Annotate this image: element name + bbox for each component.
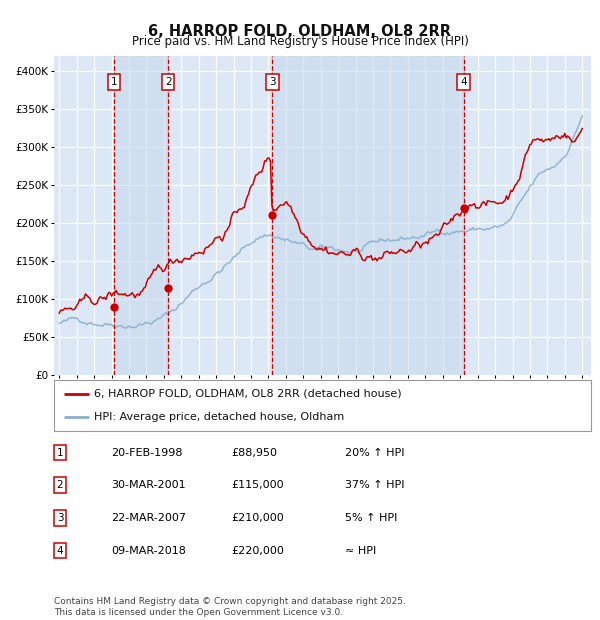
Bar (114, 56, 168, 375)
Text: 2: 2 (165, 78, 172, 87)
Text: £210,000: £210,000 (231, 513, 284, 523)
Text: 1: 1 (56, 448, 64, 458)
Text: 2: 2 (56, 480, 64, 490)
Text: 37% ↑ HPI: 37% ↑ HPI (345, 480, 404, 490)
Text: 1: 1 (110, 78, 117, 87)
Text: £220,000: £220,000 (231, 546, 284, 556)
Text: ≈ HPI: ≈ HPI (345, 546, 376, 556)
Text: 22-MAR-2007: 22-MAR-2007 (111, 513, 186, 523)
Text: 5% ↑ HPI: 5% ↑ HPI (345, 513, 397, 523)
Text: HPI: Average price, detached house, Oldham: HPI: Average price, detached house, Oldh… (94, 412, 344, 422)
Text: 3: 3 (269, 78, 275, 87)
Text: Contains HM Land Registry data © Crown copyright and database right 2025.
This d: Contains HM Land Registry data © Crown c… (54, 598, 406, 617)
Text: 4: 4 (460, 78, 467, 87)
Text: 20% ↑ HPI: 20% ↑ HPI (345, 448, 404, 458)
Text: 4: 4 (56, 546, 64, 556)
Text: 3: 3 (56, 513, 64, 523)
Text: 6, HARROP FOLD, OLDHAM, OL8 2RR (detached house): 6, HARROP FOLD, OLDHAM, OL8 2RR (detache… (94, 389, 402, 399)
Text: 30-MAR-2001: 30-MAR-2001 (111, 480, 185, 490)
Text: 09-MAR-2018: 09-MAR-2018 (111, 546, 186, 556)
Text: Price paid vs. HM Land Registry's House Price Index (HPI): Price paid vs. HM Land Registry's House … (131, 35, 469, 48)
Bar (272, 56, 464, 375)
Text: £88,950: £88,950 (231, 448, 277, 458)
Text: 6, HARROP FOLD, OLDHAM, OL8 2RR: 6, HARROP FOLD, OLDHAM, OL8 2RR (149, 24, 452, 38)
Text: 20-FEB-1998: 20-FEB-1998 (111, 448, 182, 458)
Text: £115,000: £115,000 (231, 480, 284, 490)
